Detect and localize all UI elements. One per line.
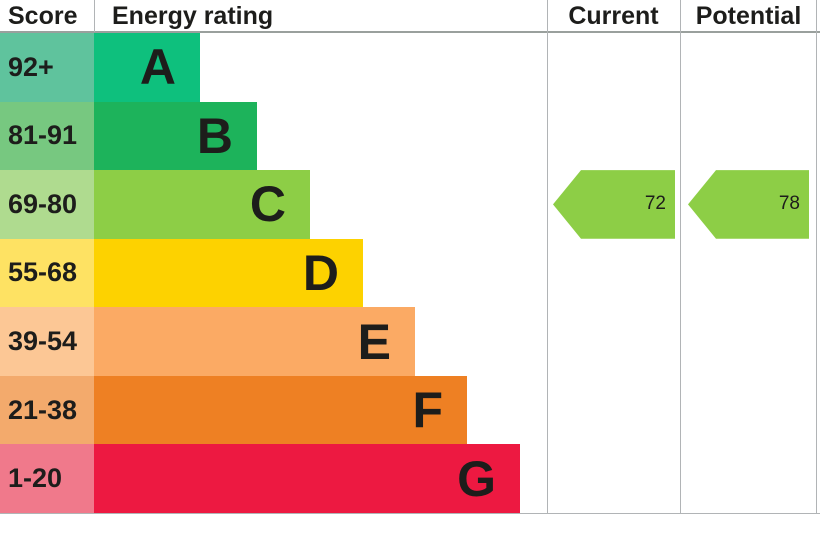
rating-bar-b: B (94, 101, 257, 171)
band-row-d: 55-68 D (0, 238, 820, 308)
band-row-b: 81-91 B (0, 101, 820, 171)
grid-line-current-left (547, 0, 548, 514)
rating-bar-g: G (94, 444, 520, 513)
band-row-f: 21-38 F (0, 375, 820, 445)
current-rating-value: 72 (644, 193, 666, 215)
rating-bar-a: A (94, 33, 200, 102)
band-row-a: 92+ A (0, 33, 820, 102)
score-range-a: 92+ (0, 33, 94, 102)
grid-line-potential-left (680, 0, 681, 514)
energy-rating-header: Energy rating (112, 2, 274, 30)
rating-bar-e: E (94, 307, 415, 376)
current-header: Current (568, 2, 659, 30)
score-range-c: 69-80 (0, 170, 94, 239)
potential-header: Potential (695, 2, 802, 30)
grid-line-bottom (0, 513, 820, 514)
potential-rating-value: 78 (778, 193, 800, 215)
band-row-g: 1-20 G (0, 444, 820, 513)
rating-bar-f: F (94, 375, 467, 445)
rating-bar-d: D (94, 238, 363, 308)
grid-line-right-border (816, 0, 817, 514)
potential-rating-arrow: 78 (688, 170, 809, 239)
score-range-d: 55-68 (0, 238, 94, 308)
band-row-c: 69-80 C (0, 170, 820, 239)
score-header: Score (8, 2, 78, 30)
band-row-e: 39-54 E (0, 307, 820, 376)
rating-bar-c: C (94, 170, 310, 239)
score-range-g: 1-20 (0, 444, 94, 513)
current-rating-arrow: 72 (553, 170, 675, 239)
score-range-f: 21-38 (0, 375, 94, 445)
score-range-b: 81-91 (0, 101, 94, 171)
grid-line-score-divider (94, 0, 95, 32)
score-range-e: 39-54 (0, 307, 94, 376)
header-underline (0, 31, 820, 33)
